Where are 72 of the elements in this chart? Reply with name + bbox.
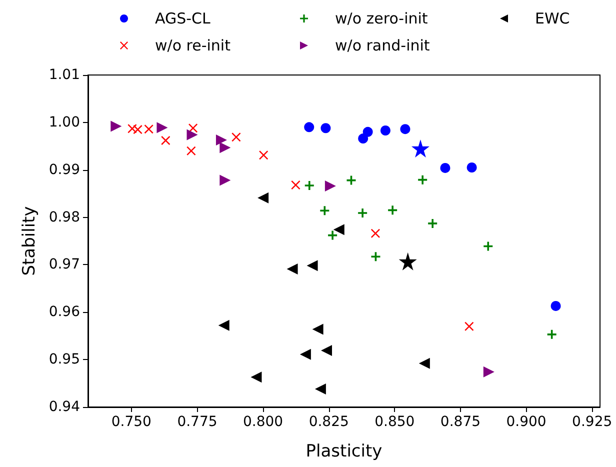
point [306,260,318,272]
point [358,208,368,218]
point [312,324,324,335]
point [362,126,373,137]
point [464,322,474,331]
point [547,330,556,339]
y-tick-label: 0.97 [48,256,80,273]
point [388,206,398,215]
point [320,206,330,216]
legend-label: EWC [535,10,570,28]
legend-label: w/o rand-init [335,36,430,54]
point [300,348,311,360]
x-tick-label: 0.900 [506,414,546,430]
point [232,132,241,142]
point [110,120,122,132]
point [304,181,314,190]
point [440,162,450,173]
y-tick-label: 0.95 [48,352,80,368]
y-tick-label: 0.98 [48,209,80,226]
point [188,124,198,133]
point [161,136,170,145]
point [484,242,493,251]
point [304,122,314,132]
point [324,180,336,192]
point [418,175,428,184]
point [156,122,168,134]
legend-label: w/o re-init [155,36,231,54]
point [258,192,269,204]
y-tick-label: 0.99 [48,162,80,178]
point [291,180,300,190]
point [186,129,198,140]
point [398,252,417,270]
point [218,320,230,331]
point [428,218,438,228]
point [250,372,262,383]
y-tick-label: 0.96 [48,304,80,320]
point [483,366,494,378]
x-tick-label: 0.800 [243,414,284,430]
point [314,383,326,394]
x-tick-label: 0.750 [111,414,152,430]
point [133,125,142,134]
point [400,124,410,134]
x-tick-label: 0.850 [374,414,415,430]
point [550,300,561,311]
x-axis-title: Plasticity [306,442,382,462]
y-tick-label: 0.94 [48,399,80,415]
legend-label: w/o zero-init [335,10,428,28]
point [466,162,477,172]
point [220,142,231,154]
point [220,174,231,186]
legend-label: AGS-CL [155,10,212,28]
y-tick-label: 1.00 [48,114,80,130]
point [380,125,390,136]
point [320,345,332,356]
point [144,124,154,134]
point [411,140,430,158]
x-tick-label: 0.825 [308,414,349,430]
x-tick-label: 0.875 [440,414,481,430]
point [320,123,331,134]
x-tick-label: 0.925 [572,414,612,430]
point [418,358,430,369]
point [186,146,196,156]
point [286,263,298,274]
point [259,150,268,160]
point [333,224,344,236]
point [358,134,368,144]
point [370,228,380,238]
y-tick-label: 1.01 [48,67,80,83]
point [328,230,338,240]
y-axis-title: Stability [19,206,40,276]
x-tick-label: 0.775 [177,414,218,430]
point [216,134,227,146]
